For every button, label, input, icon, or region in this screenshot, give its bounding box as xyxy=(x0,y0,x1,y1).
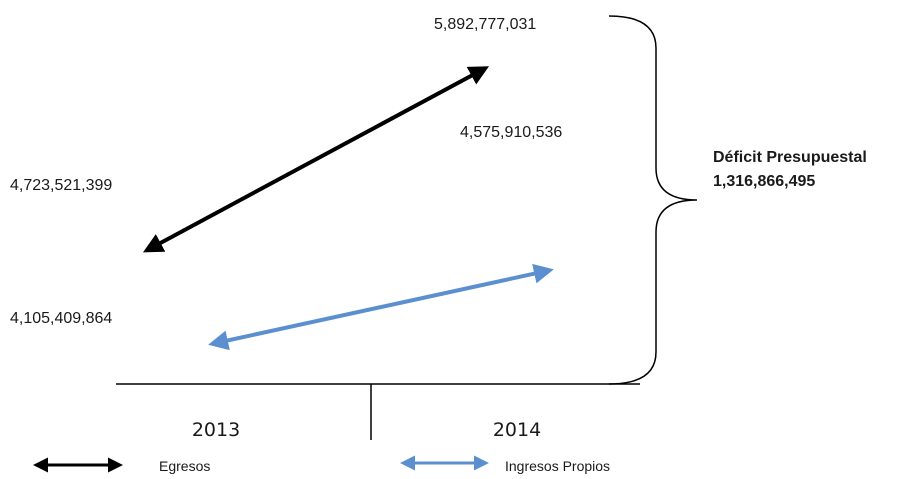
legend-egresos-label: Egresos xyxy=(159,458,210,474)
data-label-egresos-2014: 5,892,777,031 xyxy=(434,16,536,33)
legend-ingresos-propios-label: Ingresos Propios xyxy=(505,458,610,474)
series-ingresos-propios-line xyxy=(208,263,554,351)
tick-label-2014: 2014 xyxy=(493,419,541,441)
deficit-title: Déficit Presupuestal xyxy=(713,149,867,166)
tick-label-2013: 2013 xyxy=(192,419,240,441)
data-label-ingresos-2013: 4,105,409,864 xyxy=(10,310,112,327)
deficit-brace xyxy=(608,15,698,385)
series-egresos-line xyxy=(142,66,490,253)
data-label-ingresos-2014: 4,575,910,536 xyxy=(460,124,562,141)
data-label-egresos-2013: 4,723,521,399 xyxy=(10,177,112,194)
deficit-value: 1,316,866,495 xyxy=(713,173,815,190)
